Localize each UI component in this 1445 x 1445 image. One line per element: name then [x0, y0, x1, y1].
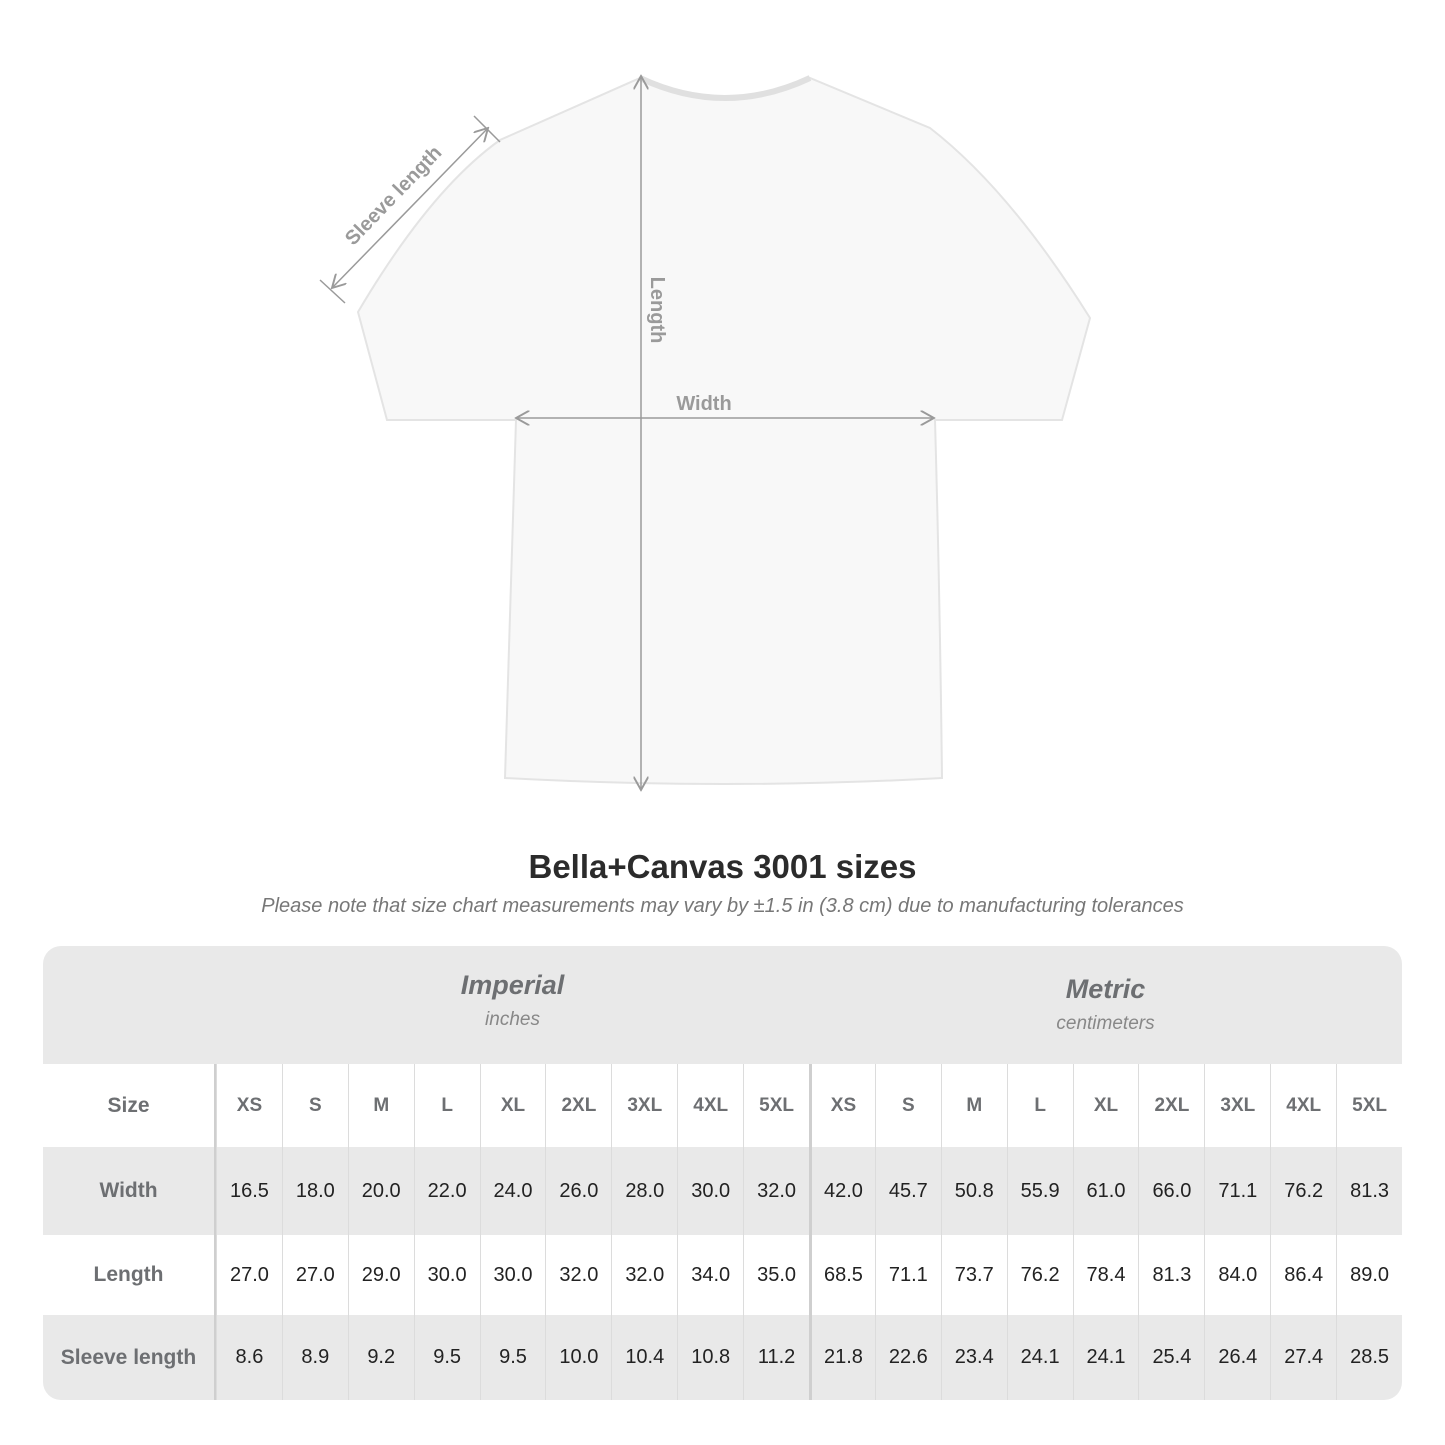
value-cell: 55.9: [1006, 1147, 1073, 1235]
value-cell: 27.0: [281, 1235, 348, 1315]
size-header-cell: 3XL: [611, 1064, 677, 1147]
value-cell: 71.1: [1204, 1147, 1270, 1235]
tolerance-note: Please note that size chart measurements…: [261, 895, 1184, 917]
value-cell: 30.0: [413, 1235, 480, 1315]
value-cell: 30.0: [677, 1147, 743, 1235]
table-row: Length 27.0 27.0 29.0 30.0 30.0 32.0 32.0 34.0 35…: [43, 1235, 1402, 1315]
value-cell: 45.7: [874, 1147, 941, 1235]
size-header-cell: 2XL: [545, 1064, 611, 1147]
value-cell: 23.4: [940, 1315, 1007, 1400]
value-cell: 35.0: [743, 1235, 809, 1315]
size-header-cell: XL: [1072, 1064, 1139, 1147]
metric-header: Metric centimeters: [809, 974, 1402, 1035]
value-cell: 22.0: [413, 1147, 480, 1235]
value-cell: 16.5: [216, 1147, 282, 1235]
size-header-row: Size XS S M L XL 2XL 3XL 4XL 5XL XS S M L XL 2XL 3XL 4XL 5…: [43, 1064, 1402, 1147]
size-header-cell: XS: [809, 1064, 875, 1147]
table-row: Width 16.5 18.0 20.0 22.0 24.0 26.0 28.0 30.0 32.…: [43, 1147, 1402, 1235]
value-cell: 81.3: [1336, 1147, 1402, 1235]
length-label: Length: [646, 277, 668, 344]
value-cell: 11.2: [743, 1315, 809, 1400]
value-cell: 50.8: [940, 1147, 1007, 1235]
size-header-cell: 5XL: [1336, 1064, 1402, 1147]
value-cell: 32.0: [611, 1235, 677, 1315]
row-label: Sleeve length: [43, 1315, 216, 1400]
value-cell: 9.2: [347, 1315, 414, 1400]
value-cell: 9.5: [413, 1315, 480, 1400]
value-cell: 30.0: [479, 1235, 546, 1315]
size-header-cell: XS: [216, 1064, 282, 1147]
size-header-cell: 3XL: [1204, 1064, 1270, 1147]
value-cell: 28.5: [1336, 1315, 1402, 1400]
size-header-cell: 4XL: [677, 1064, 743, 1147]
value-cell: 84.0: [1204, 1235, 1270, 1315]
value-cell: 10.8: [677, 1315, 743, 1400]
size-header-cell: S: [281, 1064, 348, 1147]
size-header-cell: L: [1006, 1064, 1073, 1147]
value-cell: 29.0: [347, 1235, 414, 1315]
value-cell: 68.5: [809, 1235, 875, 1315]
value-cell: 24.1: [1006, 1315, 1073, 1400]
size-header-cell: M: [940, 1064, 1007, 1147]
table-row: Sleeve length 8.6 8.9 9.2 9.5 9.5 10.0 10.4 10.8…: [43, 1315, 1402, 1400]
value-cell: 73.7: [940, 1235, 1007, 1315]
size-label: Size: [43, 1064, 216, 1147]
size-header-cell: 2XL: [1138, 1064, 1204, 1147]
size-header-cell: 5XL: [743, 1064, 809, 1147]
value-cell: 76.2: [1270, 1147, 1336, 1235]
value-cell: 71.1: [874, 1235, 941, 1315]
metric-title: Metric: [1065, 974, 1146, 1004]
value-cell: 26.4: [1204, 1315, 1270, 1400]
value-cell: 18.0: [281, 1147, 348, 1235]
value-cell: 32.0: [545, 1235, 611, 1315]
tshirt-shape: [356, 76, 1092, 785]
value-cell: 61.0: [1072, 1147, 1139, 1235]
value-cell: 10.4: [611, 1315, 677, 1400]
size-table: Imperial inches Metric centimeters Size X…: [43, 946, 1402, 1400]
value-cell: 20.0: [347, 1147, 414, 1235]
value-cell: 86.4: [1270, 1235, 1336, 1315]
value-cell: 21.8: [809, 1315, 875, 1400]
page-title: Bella+Canvas 3001 sizes: [528, 848, 917, 885]
value-cell: 24.1: [1072, 1315, 1139, 1400]
value-cell: 34.0: [677, 1235, 743, 1315]
size-header-cell: S: [874, 1064, 941, 1147]
value-cell: 32.0: [743, 1147, 809, 1235]
size-header-cell: 4XL: [1270, 1064, 1336, 1147]
value-cell: 81.3: [1138, 1235, 1204, 1315]
value-cell: 24.0: [479, 1147, 546, 1235]
value-cell: 8.9: [281, 1315, 348, 1400]
row-label: Width: [43, 1147, 216, 1235]
size-header-cell: M: [347, 1064, 414, 1147]
value-cell: 9.5: [479, 1315, 546, 1400]
value-cell: 28.0: [611, 1147, 677, 1235]
imperial-unit: inches: [485, 1009, 540, 1030]
size-header-cell: L: [413, 1064, 480, 1147]
value-cell: 27.0: [216, 1235, 282, 1315]
value-cell: 25.4: [1138, 1315, 1204, 1400]
metric-unit: centimeters: [1056, 1013, 1155, 1034]
value-cell: 89.0: [1336, 1235, 1402, 1315]
value-cell: 26.0: [545, 1147, 611, 1235]
sleeve-arrow: [332, 128, 488, 288]
value-cell: 10.0: [545, 1315, 611, 1400]
value-cell: 78.4: [1072, 1235, 1139, 1315]
unit-header-band: [43, 946, 1402, 1064]
value-cell: 27.4: [1270, 1315, 1336, 1400]
imperial-header: Imperial inches: [216, 970, 809, 1031]
value-cell: 8.6: [216, 1315, 282, 1400]
width-label: Width: [676, 393, 731, 415]
tshirt-diagram: Sleeve length Length Width: [319, 0, 1092, 820]
row-label: Length: [43, 1235, 216, 1315]
imperial-title: Imperial: [460, 970, 565, 1000]
value-cell: 42.0: [809, 1147, 875, 1235]
value-cell: 66.0: [1138, 1147, 1204, 1235]
value-cell: 76.2: [1006, 1235, 1073, 1315]
value-cell: 22.6: [874, 1315, 941, 1400]
size-header-cell: XL: [479, 1064, 546, 1147]
